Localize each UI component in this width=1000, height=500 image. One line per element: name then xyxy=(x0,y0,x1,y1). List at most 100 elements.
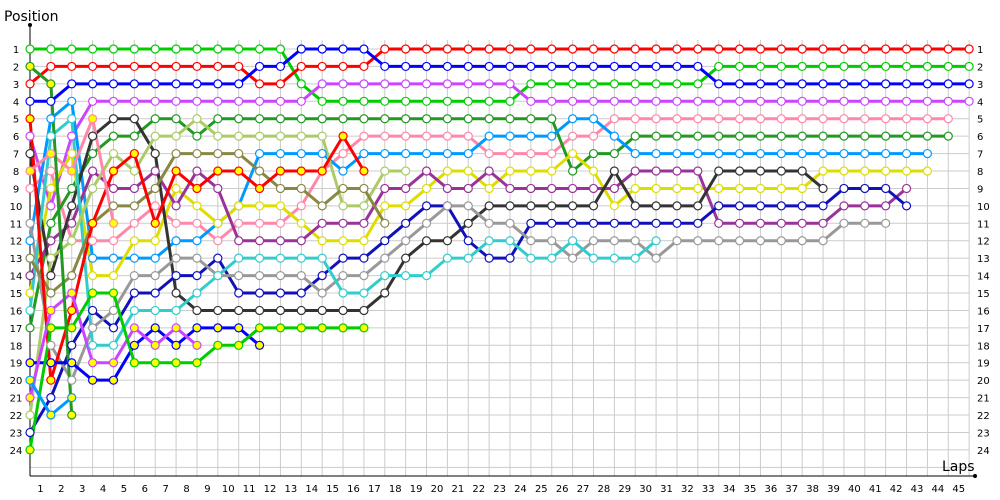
data-point xyxy=(192,61,202,72)
data-point xyxy=(67,79,77,89)
data-point xyxy=(213,44,223,54)
data-point xyxy=(338,131,348,141)
data-point xyxy=(568,44,578,54)
data-point xyxy=(734,79,745,89)
data-point xyxy=(108,148,119,159)
x-tick-label: 6 xyxy=(142,484,148,495)
data-point xyxy=(46,131,56,141)
data-point xyxy=(380,96,390,106)
data-point xyxy=(547,236,557,246)
data-point xyxy=(150,114,160,124)
data-point xyxy=(213,305,223,316)
data-point xyxy=(380,201,390,211)
data-point xyxy=(693,114,703,124)
data-point xyxy=(651,79,661,89)
data-point xyxy=(776,44,786,54)
data-point xyxy=(547,201,557,211)
data-point xyxy=(776,79,786,89)
data-point xyxy=(609,236,619,246)
data-point xyxy=(254,218,265,228)
data-point xyxy=(734,96,745,106)
data-point xyxy=(171,288,181,298)
data-point xyxy=(25,323,35,333)
y-tick-label-right: 15 xyxy=(977,289,990,300)
data-point xyxy=(651,218,661,228)
data-point xyxy=(150,340,160,350)
y-tick-label-right: 5 xyxy=(977,115,983,126)
data-point xyxy=(25,410,35,420)
data-point xyxy=(964,96,974,106)
series-layer xyxy=(25,44,974,455)
data-point xyxy=(129,201,139,211)
data-point xyxy=(588,44,599,54)
data-point xyxy=(275,253,286,263)
data-point xyxy=(609,131,619,141)
data-point xyxy=(129,114,139,124)
data-point xyxy=(463,114,473,124)
data-point xyxy=(338,79,348,89)
data-point xyxy=(442,183,452,194)
data-point xyxy=(192,218,202,228)
data-point xyxy=(964,44,974,54)
x-axis-title: Laps xyxy=(942,459,975,475)
data-point xyxy=(234,253,244,263)
x-tick-label: 4 xyxy=(100,484,106,495)
data-point xyxy=(359,61,369,72)
data-point xyxy=(776,183,786,194)
data-point xyxy=(67,201,77,211)
data-point xyxy=(401,148,411,159)
data-point xyxy=(171,218,181,228)
data-point xyxy=(108,166,119,176)
data-point xyxy=(526,183,536,194)
data-point xyxy=(797,131,807,141)
data-point xyxy=(88,114,98,124)
data-point xyxy=(213,79,223,89)
data-point xyxy=(296,236,306,246)
data-point xyxy=(672,236,682,246)
data-point xyxy=(338,201,348,211)
data-point xyxy=(568,61,578,72)
data-point xyxy=(630,253,640,263)
data-point xyxy=(359,323,369,333)
data-point xyxy=(338,288,348,298)
data-point xyxy=(46,393,56,403)
x-tick-label: 19 xyxy=(410,484,423,495)
data-point xyxy=(275,236,286,246)
data-point xyxy=(734,114,745,124)
data-point xyxy=(192,131,202,141)
data-point xyxy=(881,114,891,124)
data-point xyxy=(860,96,870,106)
series-points-14 xyxy=(25,148,390,298)
data-point xyxy=(25,375,35,385)
data-point xyxy=(797,201,807,211)
data-point xyxy=(67,288,77,298)
y-tick-label-left: 9 xyxy=(13,184,19,195)
data-point xyxy=(192,79,202,89)
data-point xyxy=(338,166,348,176)
data-point xyxy=(881,218,891,228)
data-point xyxy=(547,218,557,228)
data-point xyxy=(734,148,745,159)
data-point xyxy=(88,79,98,89)
data-point xyxy=(672,44,682,54)
data-point xyxy=(693,61,703,72)
data-point xyxy=(129,218,139,228)
data-point xyxy=(943,44,953,54)
x-tick-label: 12 xyxy=(264,484,277,495)
data-point xyxy=(234,305,244,316)
data-point xyxy=(755,183,766,194)
data-point xyxy=(234,340,244,350)
data-point xyxy=(359,96,369,106)
data-point xyxy=(46,340,56,350)
data-point xyxy=(651,253,661,263)
data-point xyxy=(881,61,891,72)
data-point xyxy=(463,61,473,72)
data-point xyxy=(108,270,119,281)
data-point xyxy=(88,183,98,194)
data-point xyxy=(296,79,306,89)
y-tick-label-right: 18 xyxy=(977,341,990,352)
data-point xyxy=(568,114,578,124)
data-point xyxy=(651,236,661,246)
data-point xyxy=(88,270,98,281)
x-tick-label: 28 xyxy=(598,484,611,495)
